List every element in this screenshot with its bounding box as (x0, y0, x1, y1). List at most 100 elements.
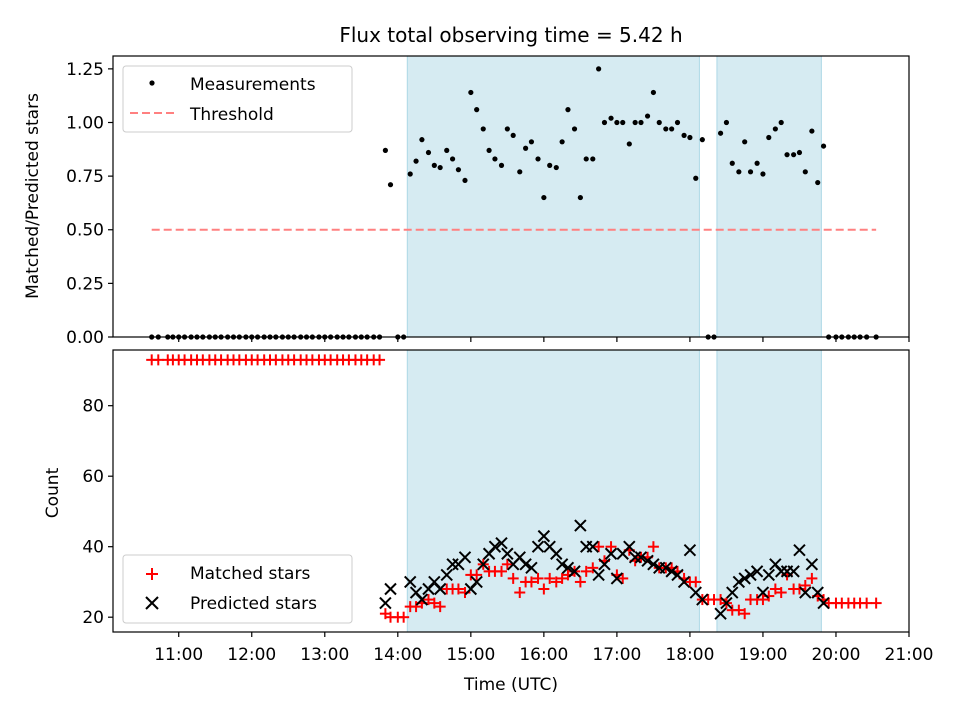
measurement-point (784, 152, 790, 158)
measurement-point (820, 143, 827, 149)
measurement-point (656, 119, 662, 126)
marker-stroke (762, 568, 775, 582)
top-y-axis-label: Matched/Predicted stars (23, 93, 43, 299)
marker-stroke (769, 558, 782, 571)
x-tick-label: 21:00 (885, 645, 934, 665)
top-y-ticks: 0.00 0.25 0.50 0.75 1.00 1.25 (66, 60, 113, 348)
matched-star-marker (496, 565, 508, 577)
marker-stroke (384, 582, 397, 596)
matched-star-marker (605, 541, 617, 553)
marker-stroke (555, 558, 569, 571)
x-tick-label: 19:00 (738, 645, 787, 665)
measurement-point (577, 194, 583, 201)
matched-star-marker (428, 597, 440, 609)
legend-predicted-marker (145, 596, 159, 610)
y-tick-label: 20 (82, 608, 104, 628)
measurement-point (425, 149, 432, 156)
measurement-point (510, 132, 516, 138)
marker-stroke (750, 565, 764, 578)
marker-stroke (732, 575, 746, 589)
measurement-point (674, 119, 681, 126)
predicted-star-marker (726, 586, 739, 599)
matched-star-marker (769, 583, 781, 595)
predicted-star-marker (568, 565, 581, 578)
marker-stroke (561, 561, 575, 575)
predicted-star-marker (762, 568, 775, 582)
marker-stroke (513, 551, 526, 564)
top-chart-title: Flux total observing time = 5.42 h (339, 23, 682, 47)
matched-star-marker (587, 562, 599, 574)
marker-stroke (671, 568, 684, 582)
measurement-point (650, 89, 657, 96)
measurement-point (638, 119, 644, 126)
measurement-point (449, 156, 456, 162)
marker-stroke (805, 558, 819, 571)
predicted-star-marker (477, 558, 490, 571)
predicted-star-marker (641, 554, 654, 568)
x-tick-label: 11:00 (154, 645, 203, 665)
predicted-star-marker (793, 544, 806, 557)
measurement-point (553, 164, 559, 171)
measurement-point (772, 126, 778, 132)
marker-stroke (409, 586, 423, 599)
predicted-star-marker (683, 544, 697, 557)
marker-stroke (379, 596, 392, 610)
measurement-point (742, 139, 748, 145)
measurement-point (754, 160, 760, 166)
bottom-legend: Matched stars Predicted stars (122, 554, 353, 624)
legend-matched-marker (146, 568, 158, 580)
shaded-interval-1 (716, 55, 822, 338)
predicted-star-marker (696, 593, 709, 606)
predicted-star-marker (756, 586, 770, 599)
predicted-star-marker (592, 568, 605, 582)
measurement-point (480, 126, 486, 132)
legend-matched-label: Matched stars (190, 564, 310, 584)
bottom-x-ticks: 11:00 12:00 13:00 14:00 15:00 16:00 17:00 18:00… (154, 632, 934, 665)
measurement-point (693, 175, 699, 181)
measurement-point (590, 156, 596, 162)
matched-star-marker (733, 604, 745, 616)
matched-star-marker (870, 597, 882, 609)
measurement-point (601, 119, 608, 126)
predicted-star-marker (774, 565, 788, 578)
predicted-star-marker (732, 575, 746, 589)
measurement-point (462, 177, 468, 184)
marker-stroke (726, 586, 739, 599)
marker-stroke (488, 540, 502, 553)
marker-stroke (531, 540, 545, 553)
predicted-star-marker (519, 558, 532, 571)
matched-star-marker (452, 583, 464, 595)
top-x-ticks (178, 337, 910, 342)
matched-star-marker (410, 601, 422, 613)
measurement-point (596, 66, 602, 72)
marker-stroke (665, 565, 678, 578)
matched-star-marker (806, 572, 818, 584)
measurement-point (547, 162, 553, 168)
measurement-point (815, 179, 821, 186)
matched-star-marker (507, 572, 519, 584)
matched-star-marker (739, 608, 751, 620)
measurement-point (382, 147, 388, 153)
measurement-point (608, 115, 614, 121)
measurement-point (802, 169, 808, 175)
predicted-star-marker (604, 547, 618, 560)
matched-star-marker (550, 576, 562, 588)
marker-stroke (641, 554, 654, 568)
measurement-point (492, 156, 498, 162)
marker-stroke (634, 551, 648, 564)
measurement-point (468, 89, 474, 96)
predicted-star-marker (561, 561, 575, 575)
marker-stroke (598, 558, 611, 571)
bottom-y-ticks: 20 40 60 80 (82, 397, 113, 628)
matched-star-marker (617, 572, 629, 584)
measurement-point (541, 194, 547, 201)
x-tick-label: 15:00 (446, 645, 495, 665)
predicted-star-marker (805, 558, 819, 571)
measurement-point (778, 119, 784, 126)
matched-star-marker (398, 611, 410, 623)
measurement-point (717, 130, 724, 136)
y-tick-label: 0.25 (66, 274, 104, 294)
measurement-point (523, 145, 529, 151)
predicted-star-marker (488, 540, 502, 553)
